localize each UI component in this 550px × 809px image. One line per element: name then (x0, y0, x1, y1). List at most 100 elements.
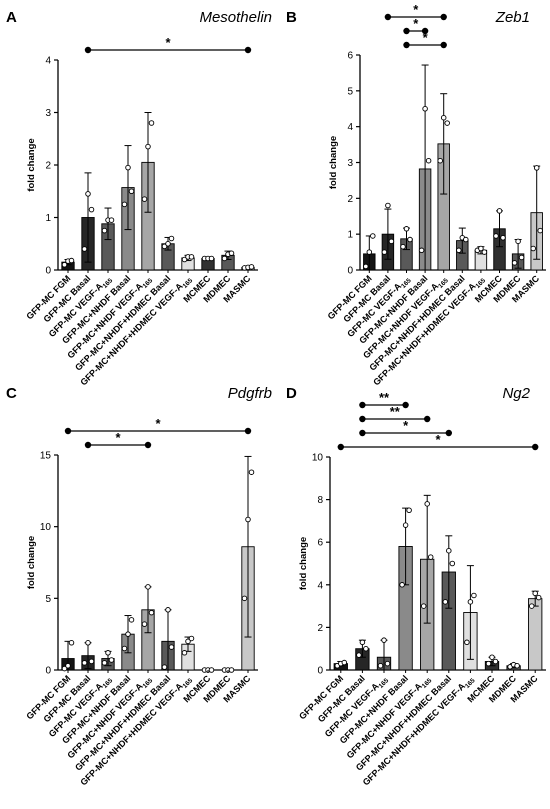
data-point (481, 249, 488, 255)
y-tick-label: 2 (45, 161, 51, 172)
significance-end (440, 41, 447, 49)
data-point (530, 245, 536, 252)
significance-label: * (423, 30, 429, 45)
data-point (181, 650, 188, 656)
data-point (125, 164, 131, 171)
data-point (496, 208, 503, 214)
panel-letter: A (6, 9, 17, 26)
significance-label: ** (390, 404, 401, 419)
data-point (363, 263, 369, 270)
data-point (449, 560, 456, 567)
data-point (85, 640, 91, 646)
significance-end (84, 441, 92, 449)
data-point (188, 254, 195, 260)
panel-letter: B (286, 9, 297, 26)
data-point (148, 120, 155, 126)
data-point (121, 201, 128, 208)
data-point (81, 660, 88, 666)
data-point (61, 665, 68, 672)
data-point (384, 660, 391, 667)
data-point (385, 202, 391, 209)
panel-title: Pdgfrb (228, 385, 272, 402)
data-point (145, 584, 151, 590)
data-point (208, 255, 215, 262)
y-axis-label: fold change (328, 136, 339, 189)
data-point (532, 590, 538, 597)
y-axis-label: fold change (26, 138, 37, 191)
data-point (471, 592, 477, 599)
data-point (188, 635, 195, 642)
data-point (108, 657, 115, 663)
data-point (406, 507, 412, 514)
data-point (537, 227, 543, 234)
data-point (370, 233, 376, 239)
data-point (356, 652, 362, 658)
data-point (463, 236, 469, 243)
y-tick-label: 0 (347, 266, 353, 277)
data-point (437, 157, 443, 164)
data-point (489, 654, 495, 660)
data-point (121, 645, 128, 652)
significance-end (440, 13, 447, 21)
significance-end (359, 415, 366, 423)
data-point (446, 547, 452, 554)
data-point (65, 662, 71, 669)
significance-label: * (165, 35, 171, 50)
significance-label: * (403, 418, 409, 433)
significance-end (402, 401, 409, 409)
significance-end (421, 27, 429, 35)
data-point (168, 644, 175, 650)
data-point (381, 637, 387, 643)
data-point (485, 660, 492, 667)
data-point (425, 157, 432, 164)
panel-letter: C (6, 385, 17, 402)
y-tick-label: 3 (45, 108, 51, 119)
data-point (88, 658, 95, 665)
y-tick-label: 0 (45, 266, 51, 277)
data-point (402, 522, 409, 528)
data-point (341, 659, 348, 666)
data-point (359, 639, 366, 646)
bar (528, 598, 543, 671)
data-point (208, 667, 215, 673)
data-point (377, 662, 384, 669)
panel-title: Mesothelin (199, 9, 272, 26)
data-point (493, 233, 499, 239)
data-point (148, 609, 155, 616)
data-point (444, 120, 450, 126)
data-point (500, 234, 506, 241)
data-point (399, 582, 405, 588)
data-point (81, 246, 88, 252)
y-tick-label: 4 (347, 122, 353, 133)
y-axis-label: fold change (298, 537, 309, 590)
data-point (363, 645, 369, 652)
significance-end (84, 46, 92, 54)
data-point (515, 238, 521, 245)
significance-end (359, 429, 366, 437)
y-tick-label: 6 (347, 51, 353, 62)
significance-label: * (155, 416, 161, 431)
data-point (221, 255, 228, 262)
data-point (381, 249, 388, 255)
data-point (478, 245, 484, 252)
data-point (528, 603, 535, 609)
panel-letter: D (286, 385, 297, 402)
data-point (181, 256, 188, 263)
data-point (245, 516, 251, 523)
data-point (422, 105, 428, 112)
data-point (101, 227, 108, 234)
y-tick-label: 3 (347, 158, 353, 169)
data-point (427, 554, 434, 560)
significance-end (244, 427, 252, 435)
significance-end (532, 443, 539, 451)
y-tick-label: 10 (40, 522, 52, 533)
significance-end (424, 415, 431, 423)
data-point (511, 260, 518, 266)
data-point (442, 599, 449, 605)
y-tick-label: 0 (45, 666, 51, 677)
y-axis-label: fold change (26, 536, 37, 589)
data-point (161, 664, 168, 670)
